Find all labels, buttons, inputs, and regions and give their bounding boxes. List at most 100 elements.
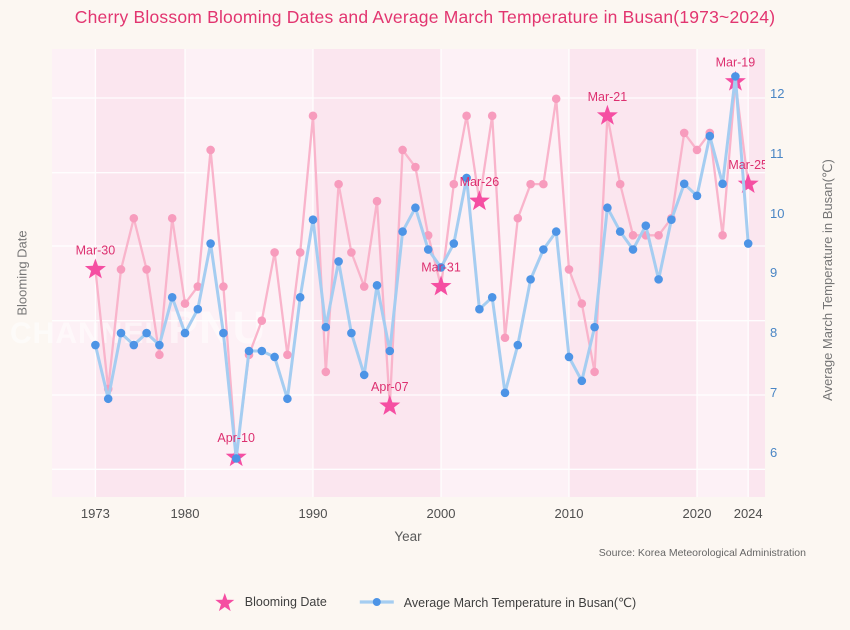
bloom-point <box>270 248 279 257</box>
bloom-point <box>116 265 126 274</box>
bloom-point <box>142 265 151 274</box>
bloom-point <box>283 350 292 360</box>
bloom-point <box>180 299 190 308</box>
temp-point <box>551 227 561 236</box>
temp-point <box>564 352 574 362</box>
bloom-point <box>539 179 548 189</box>
bloom-point <box>654 231 663 240</box>
right-axis-tick-label: 7 <box>770 384 778 400</box>
temp-point <box>231 454 241 463</box>
right-axis-tick-label: 6 <box>770 444 778 460</box>
annotation-label: Mar-31 <box>421 261 461 275</box>
x-axis-tick-label: 2020 <box>682 506 712 521</box>
right-axis-tick-label: 12 <box>770 86 785 102</box>
temp-point <box>423 245 433 254</box>
temp-point <box>628 245 638 254</box>
right-axis-tick-label: 11 <box>770 146 784 161</box>
bloom-point <box>692 145 702 155</box>
annotation-label: Apr-10 <box>217 431 255 445</box>
bloom-point <box>462 111 471 121</box>
annotation-label: Mar-21 <box>588 90 628 104</box>
temp-point <box>193 304 203 314</box>
bloom-point <box>577 299 587 308</box>
temp-line <box>93 74 750 460</box>
temp-point <box>257 346 267 356</box>
x-axis-tick-label: 1990 <box>298 506 328 521</box>
annotation-star <box>430 275 452 296</box>
bloom-point <box>411 162 420 172</box>
temp-point <box>731 72 740 81</box>
temp-point <box>718 179 727 189</box>
annotation-label: Mar-19 <box>716 56 756 70</box>
temp-point <box>692 191 702 201</box>
bloom-point <box>155 350 164 360</box>
temp-point <box>513 340 523 350</box>
bloom-point <box>129 213 139 223</box>
bloom-point <box>564 265 574 274</box>
temp-point <box>385 346 395 356</box>
bloom-point <box>487 111 497 121</box>
temp-point <box>705 131 715 141</box>
bloom-point <box>398 145 407 155</box>
bloom-point <box>334 179 343 189</box>
bloom-point <box>359 282 369 291</box>
temp-point <box>475 304 484 314</box>
bloom-point <box>679 128 689 138</box>
bloom-point <box>295 248 305 257</box>
annotation-label: Mar-25 <box>728 158 765 172</box>
bloom-points <box>103 94 727 394</box>
temp-point <box>103 394 113 404</box>
temp-point <box>372 281 382 290</box>
temp-point <box>654 275 663 284</box>
bloom-point <box>372 196 382 206</box>
bloom-point <box>513 213 523 223</box>
annotation-label: Mar-30 <box>76 243 116 257</box>
temp-point <box>321 322 331 332</box>
temp-point <box>244 346 254 356</box>
bloom-point <box>193 282 203 291</box>
temp-point <box>219 328 228 338</box>
bloom-point <box>219 282 228 291</box>
bloom-point <box>167 213 177 223</box>
bloom-point <box>347 248 356 257</box>
temp-point <box>641 221 651 230</box>
right-axis-title: Average March Temperature in Busan(℃) <box>820 159 835 401</box>
plot-area-background <box>52 49 765 497</box>
right-axis-tick-label: 9 <box>770 265 778 281</box>
bloom-point <box>257 316 267 325</box>
temp-point <box>526 275 535 284</box>
temp-point <box>295 292 305 302</box>
left-axis-title: Blooming Date <box>14 230 30 316</box>
temp-point <box>334 257 343 266</box>
bloom-point <box>590 367 599 377</box>
temp-point <box>359 370 369 380</box>
annotation-star <box>596 104 618 125</box>
temp-point <box>91 340 100 350</box>
temp-point <box>347 328 356 338</box>
annotation-star <box>84 258 106 279</box>
bloom-point <box>500 333 510 343</box>
bloom-point <box>526 179 535 189</box>
temp-point <box>180 328 190 338</box>
temp-point <box>603 203 612 213</box>
temp-point <box>270 352 279 362</box>
temp-point <box>411 203 420 213</box>
annotation-star <box>468 190 490 211</box>
temp-point <box>308 215 318 224</box>
right-axis-tick-label: 10 <box>770 205 785 221</box>
temp-point <box>577 376 587 386</box>
temp-point <box>539 245 548 254</box>
source-note: Source: Korea Meteorological Administrat… <box>598 547 806 559</box>
annotation-labels: Mar-30 Apr-10 Apr-07 Mar-31 Mar-26 Mar-21 Mar-… <box>76 56 765 446</box>
annotation-label: Mar-26 <box>460 175 500 189</box>
bloom-point <box>308 111 318 121</box>
bloom-point <box>551 94 561 104</box>
temp-point <box>155 340 164 350</box>
chart-svg: Mar-30 Apr-10 Apr-07 Mar-31 Mar-26 Mar-21 Mar-… <box>52 49 765 497</box>
temp-point <box>487 292 497 302</box>
temp-point <box>590 322 599 332</box>
bloom-point <box>628 231 638 240</box>
legend-label-temperature: Average March Temperature in Busan(℃) <box>403 595 637 610</box>
right-axis-tick-label: 8 <box>770 325 778 341</box>
